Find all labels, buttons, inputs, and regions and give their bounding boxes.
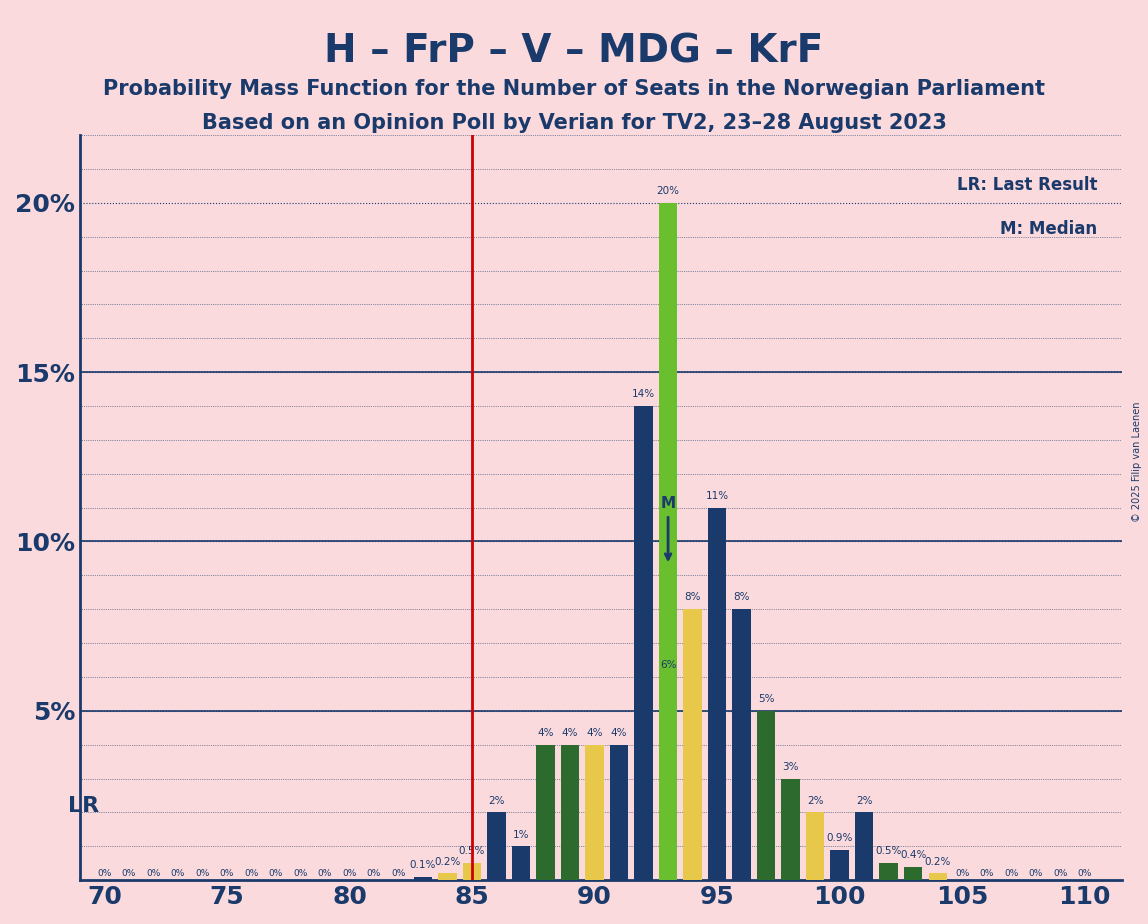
Text: LR: Last Result: LR: Last Result bbox=[956, 176, 1097, 194]
Text: 0.2%: 0.2% bbox=[434, 857, 460, 867]
Bar bbox=[659, 203, 677, 881]
Text: 0%: 0% bbox=[98, 869, 111, 879]
Bar bbox=[488, 812, 506, 881]
Text: 0%: 0% bbox=[293, 869, 308, 879]
Text: 0%: 0% bbox=[219, 869, 234, 879]
Text: 3%: 3% bbox=[783, 761, 799, 772]
Bar bbox=[585, 745, 604, 881]
Text: 14%: 14% bbox=[633, 389, 656, 399]
Text: 0%: 0% bbox=[391, 869, 405, 879]
Text: 0%: 0% bbox=[1078, 869, 1092, 879]
Text: M: M bbox=[660, 496, 676, 511]
Bar bbox=[708, 507, 727, 881]
Text: 0.9%: 0.9% bbox=[827, 833, 853, 843]
Bar bbox=[439, 873, 457, 881]
Text: 0%: 0% bbox=[269, 869, 284, 879]
Text: LR: LR bbox=[68, 796, 99, 816]
Text: 0.5%: 0.5% bbox=[876, 846, 902, 857]
Text: 6%: 6% bbox=[660, 660, 676, 670]
Text: 0.1%: 0.1% bbox=[410, 860, 436, 870]
Text: 0%: 0% bbox=[979, 869, 994, 879]
Text: 0%: 0% bbox=[195, 869, 210, 879]
Bar bbox=[855, 812, 874, 881]
Bar bbox=[782, 779, 800, 881]
Text: 2%: 2% bbox=[807, 796, 823, 806]
Text: 5%: 5% bbox=[758, 694, 775, 704]
Text: 20%: 20% bbox=[657, 186, 680, 196]
Text: 1%: 1% bbox=[513, 830, 529, 840]
Bar bbox=[635, 406, 653, 881]
Bar bbox=[463, 863, 481, 881]
Text: 4%: 4% bbox=[587, 728, 603, 738]
Text: 11%: 11% bbox=[706, 491, 729, 501]
Bar bbox=[757, 711, 775, 881]
Bar bbox=[903, 867, 922, 881]
Bar bbox=[536, 745, 554, 881]
Text: 0%: 0% bbox=[122, 869, 137, 879]
Text: 0%: 0% bbox=[318, 869, 332, 879]
Bar bbox=[512, 846, 530, 881]
Bar bbox=[610, 745, 628, 881]
Text: Based on an Opinion Poll by Verian for TV2, 23–28 August 2023: Based on an Opinion Poll by Verian for T… bbox=[202, 113, 946, 133]
Bar bbox=[561, 745, 580, 881]
Text: 0%: 0% bbox=[146, 869, 161, 879]
Text: 8%: 8% bbox=[684, 592, 700, 602]
Text: H – FrP – V – MDG – KrF: H – FrP – V – MDG – KrF bbox=[325, 32, 823, 70]
Text: 2%: 2% bbox=[488, 796, 505, 806]
Text: © 2025 Filip van Laenen: © 2025 Filip van Laenen bbox=[1132, 402, 1142, 522]
Text: 0%: 0% bbox=[1004, 869, 1018, 879]
Text: 0%: 0% bbox=[367, 869, 381, 879]
Text: 0%: 0% bbox=[955, 869, 969, 879]
Bar bbox=[659, 677, 677, 881]
Text: 0.4%: 0.4% bbox=[900, 850, 926, 860]
Text: 0%: 0% bbox=[171, 869, 185, 879]
Bar bbox=[806, 812, 824, 881]
Bar bbox=[929, 873, 947, 881]
Text: 0%: 0% bbox=[342, 869, 357, 879]
Text: 0.2%: 0.2% bbox=[924, 857, 951, 867]
Bar bbox=[830, 850, 848, 881]
Text: 4%: 4% bbox=[611, 728, 627, 738]
Text: M: Median: M: Median bbox=[1000, 220, 1097, 237]
Text: 4%: 4% bbox=[537, 728, 553, 738]
Bar bbox=[413, 877, 432, 881]
Bar bbox=[732, 609, 751, 881]
Text: 0%: 0% bbox=[1029, 869, 1042, 879]
Text: 8%: 8% bbox=[734, 592, 750, 602]
Text: 0%: 0% bbox=[1053, 869, 1068, 879]
Text: 0.5%: 0.5% bbox=[459, 846, 486, 857]
Bar bbox=[683, 609, 701, 881]
Bar bbox=[879, 863, 898, 881]
Text: Probability Mass Function for the Number of Seats in the Norwegian Parliament: Probability Mass Function for the Number… bbox=[103, 79, 1045, 99]
Text: 0%: 0% bbox=[245, 869, 258, 879]
Text: 2%: 2% bbox=[856, 796, 872, 806]
Text: 4%: 4% bbox=[561, 728, 579, 738]
